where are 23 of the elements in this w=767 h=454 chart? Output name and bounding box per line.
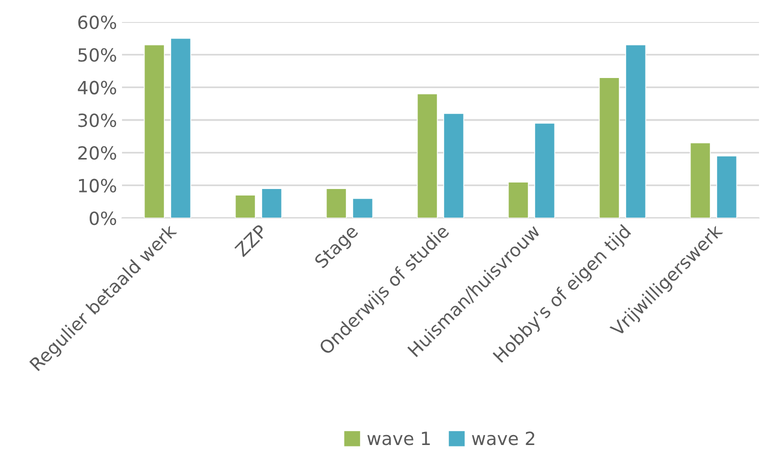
legend-label: wave 2 <box>472 432 534 446</box>
bar <box>598 77 620 218</box>
y-tick-label: 30% <box>78 113 116 128</box>
bar <box>625 44 646 218</box>
bar <box>534 122 556 218</box>
bar <box>443 113 464 218</box>
y-tick-label: 10% <box>78 178 116 192</box>
legend-label: wave 1 <box>367 432 430 446</box>
bar <box>416 93 438 218</box>
y-tick-label: 50% <box>78 48 116 62</box>
y-tick-label: 0% <box>90 211 116 226</box>
bar <box>234 194 256 218</box>
y-tick-label: 40% <box>78 80 116 94</box>
bar <box>326 188 347 218</box>
y-tick-label: 20% <box>78 146 116 160</box>
bar <box>716 156 738 218</box>
bar <box>690 142 711 218</box>
bar <box>170 38 192 218</box>
y-tick-label: 60% <box>78 15 116 30</box>
bar <box>508 182 529 218</box>
bar <box>261 188 282 218</box>
bar <box>144 44 165 218</box>
bar <box>352 198 374 218</box>
